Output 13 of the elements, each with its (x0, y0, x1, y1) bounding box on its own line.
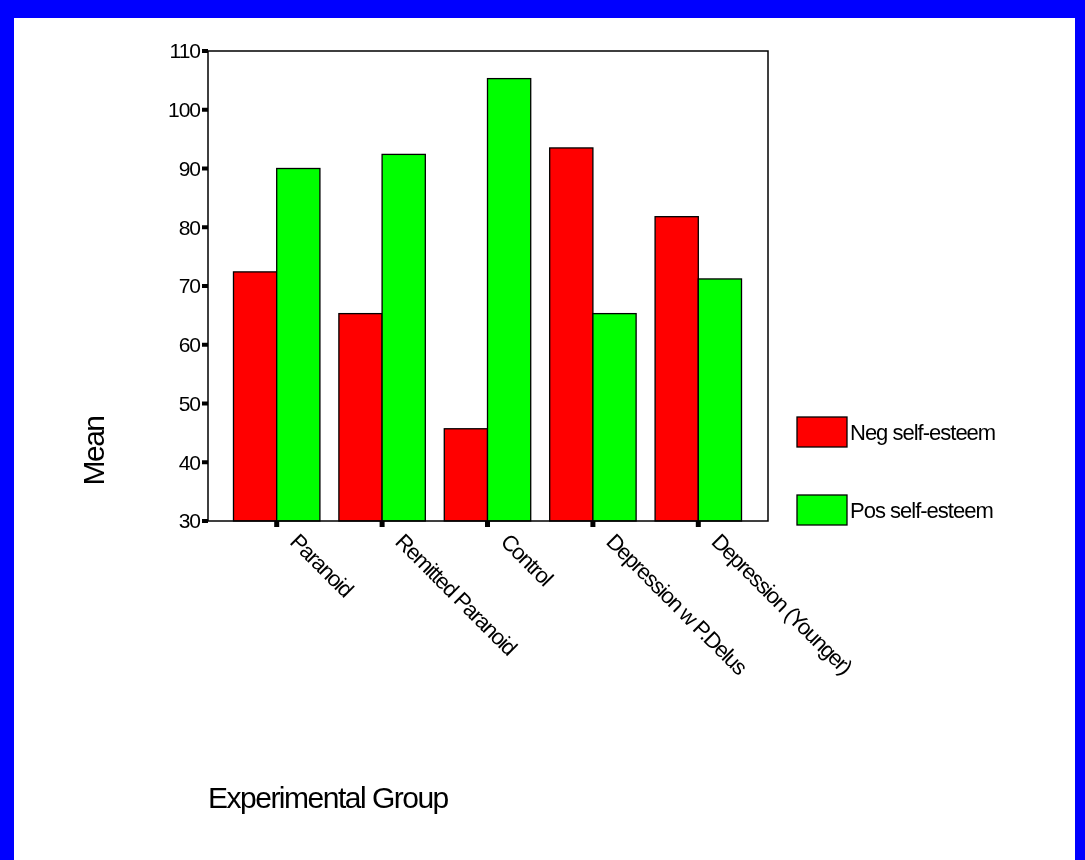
y-tick-label: 100 (167, 98, 201, 122)
legend-label: Pos self-esteem (850, 497, 993, 523)
legend-label: Neg self-esteem (850, 419, 996, 445)
y-tick-label: 70 (178, 274, 201, 298)
y-tick-label: 80 (178, 215, 201, 239)
y-tick-label: 110 (169, 39, 201, 63)
y-tick-label: 90 (178, 156, 201, 180)
y-tick-label: 40 (178, 450, 201, 474)
x-axis-title: Experimental Group (208, 781, 449, 814)
y-tick-label: 60 (178, 333, 201, 357)
y-tick-label: 50 (178, 391, 201, 415)
y-tick-label: 30 (178, 509, 201, 533)
y-axis-title: Mean (77, 416, 110, 486)
